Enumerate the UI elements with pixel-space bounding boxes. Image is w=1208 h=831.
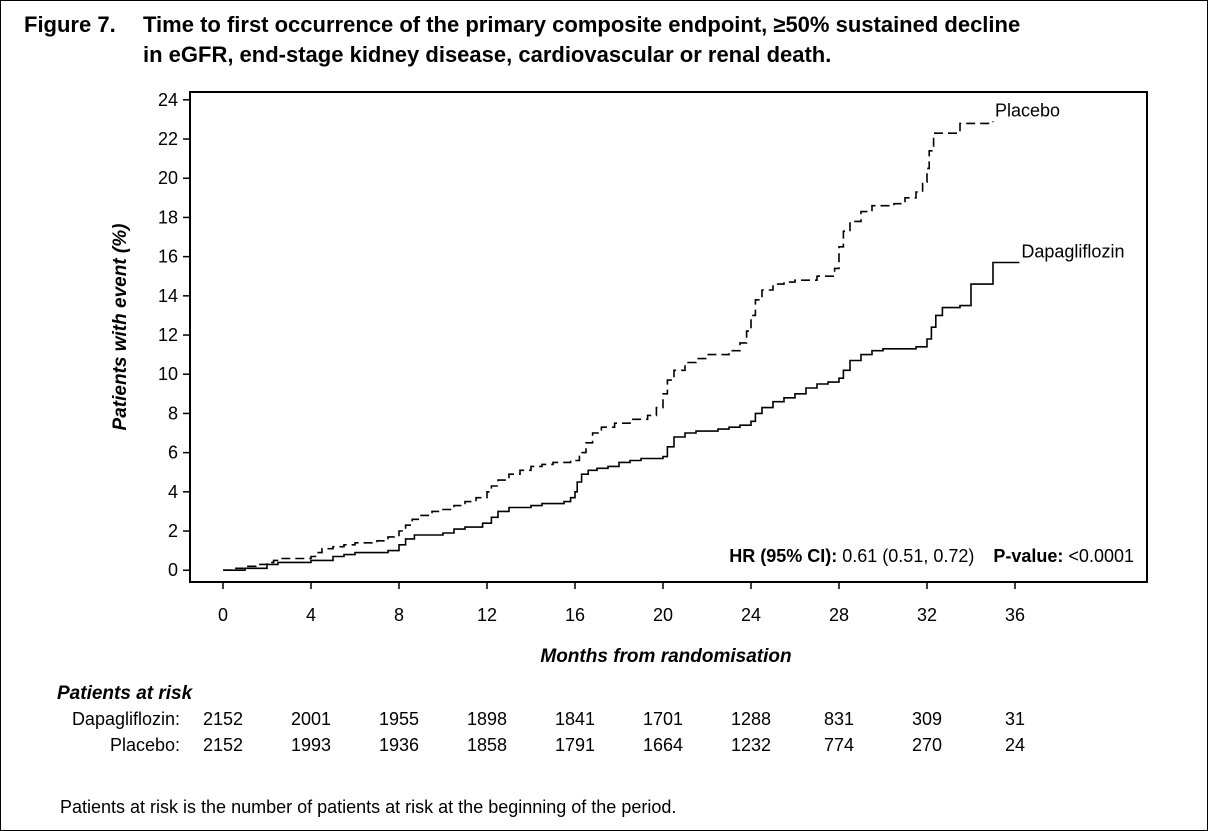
risk-count: 2152 — [202, 735, 244, 755]
risk-table-title: Patients at risk — [57, 683, 193, 704]
y-tick-label: 22 — [158, 129, 178, 149]
risk-row-label-dapagliflozin: Dapagliflozin: — [71, 709, 180, 729]
y-tick-label: 10 — [158, 364, 178, 384]
y-tick-label: 16 — [158, 247, 178, 267]
x-axis-label: Months from randomisation — [540, 646, 791, 667]
y-tick-label: 2 — [168, 521, 178, 541]
y-tick-label: 14 — [158, 286, 178, 306]
p-label: P-value: — [993, 546, 1063, 566]
risk-count: 24 — [1004, 735, 1026, 755]
risk-count: 774 — [823, 735, 855, 755]
hr-value: 0.61 (0.51, 0.72) — [842, 546, 974, 566]
x-tick-label: 12 — [477, 605, 497, 625]
y-tick-label: 4 — [168, 482, 178, 502]
x-tick-label: 16 — [565, 605, 585, 625]
footnote: Patients at risk is the number of patien… — [60, 797, 677, 817]
y-tick-label: 12 — [158, 325, 178, 345]
risk-count: 31 — [1004, 709, 1026, 729]
x-tick-label: 4 — [306, 605, 316, 625]
y-tick-label: 6 — [168, 443, 178, 463]
x-tick-label: 28 — [829, 605, 849, 625]
figure-caption-line-1: Time to first occurrence of the primary … — [143, 12, 1021, 37]
series-label-dapagliflozin: Dapagliflozin — [1021, 242, 1124, 262]
x-tick-label: 20 — [653, 605, 673, 625]
risk-count: 1841 — [554, 709, 596, 729]
risk-count: 1791 — [554, 735, 596, 755]
risk-count: 1288 — [730, 709, 772, 729]
risk-count: 1664 — [642, 735, 684, 755]
y-tick-label: 0 — [168, 560, 178, 580]
risk-count: 2152 — [202, 709, 244, 729]
risk-count: 1858 — [466, 735, 508, 755]
y-axis-label: Patients with event (%) — [110, 224, 131, 431]
series-line-placebo — [223, 121, 994, 571]
x-tick-label: 0 — [218, 605, 228, 625]
figure-label: Figure 7. — [24, 12, 116, 37]
risk-count: 270 — [911, 735, 943, 755]
p-value: <0.0001 — [1068, 546, 1134, 566]
x-tick-label: 8 — [394, 605, 404, 625]
hr-label: HR (95% CI): — [729, 546, 837, 566]
risk-count: 309 — [911, 709, 943, 729]
x-tick-label: 36 — [1005, 605, 1025, 625]
risk-count: 1898 — [466, 709, 508, 729]
y-tick-label: 20 — [158, 168, 178, 188]
stats-annotation: HR (95% CI): 0.61 (0.51, 0.72) P-value: … — [729, 546, 1134, 566]
plot-frame — [189, 91, 1148, 583]
risk-row-label-placebo: Placebo: — [109, 735, 180, 755]
y-tick-label: 18 — [158, 207, 178, 227]
risk-count: 831 — [823, 709, 855, 729]
y-tick-label: 24 — [158, 90, 178, 110]
risk-count: 1701 — [642, 709, 684, 729]
risk-count: 1955 — [378, 709, 420, 729]
risk-count: 1993 — [290, 735, 332, 755]
x-tick-label: 24 — [741, 605, 761, 625]
x-tick-label: 32 — [917, 605, 937, 625]
risk-count: 1936 — [378, 735, 420, 755]
series-line-dapagliflozin — [223, 261, 1020, 571]
y-tick-label: 8 — [168, 403, 178, 423]
series-label-placebo: Placebo — [995, 100, 1060, 120]
figure-caption-line-2: in eGFR, end-stage kidney disease, cardi… — [143, 42, 832, 67]
risk-count: 2001 — [290, 709, 332, 729]
risk-count: 1232 — [730, 735, 772, 755]
